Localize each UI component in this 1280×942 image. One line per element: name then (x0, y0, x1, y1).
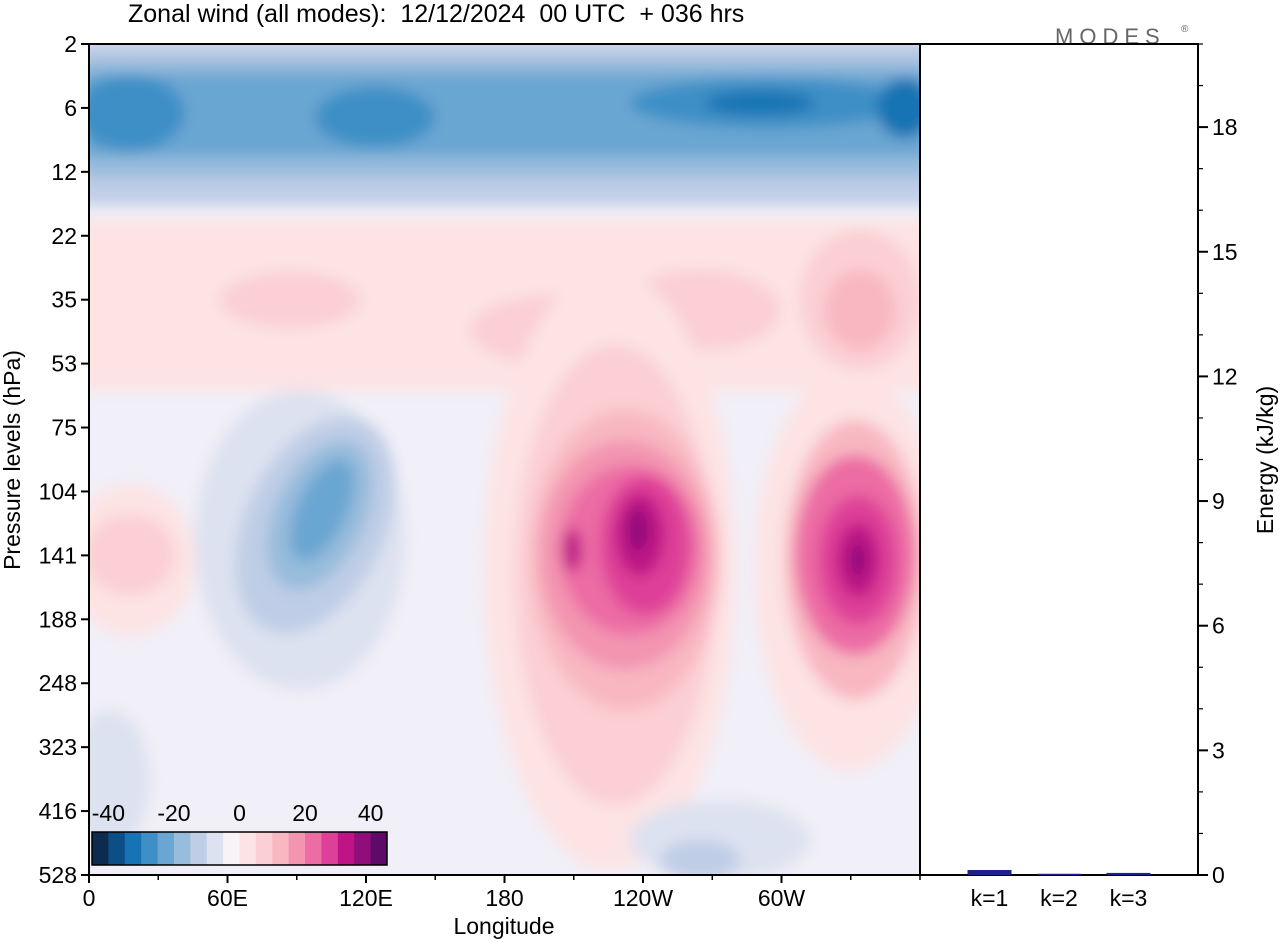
y-tick-label: 2 (64, 31, 77, 57)
energy-category-label: k=3 (1110, 885, 1148, 911)
colorbar-swatch (272, 832, 290, 865)
energy-axis-label: Energy (kJ/kg) (1252, 386, 1278, 534)
easterly-surface-150w (660, 840, 740, 875)
colorbar: -40 -20 0 20 40 (91, 800, 388, 866)
x-tick-label: 60E (207, 885, 248, 911)
pressure-axis: 2 6 12 22 35 53 75 104 141 188 248 323 416 528 (39, 31, 89, 888)
energy-category-label: k=2 (1040, 885, 1078, 911)
energy-bar (967, 870, 1012, 875)
colorbar-swatch (206, 832, 224, 865)
colorbar-swatch (305, 832, 322, 865)
y-tick-label: 141 (39, 542, 77, 568)
brand-registered-mark: ® (1181, 24, 1189, 35)
x-tick-label: 120E (339, 885, 393, 911)
colorbar-tick-label: 20 (292, 800, 318, 826)
x-tick-label: 0 (83, 885, 96, 911)
y-tick-label: 22 (51, 223, 77, 249)
colorbar-tick-label: 40 (358, 800, 384, 826)
x-tick-label: 180 (485, 885, 523, 911)
westerly-patch-e (825, 270, 895, 350)
colorbar-swatch (92, 832, 109, 865)
easterly-100e-core (289, 459, 355, 561)
energy-axis: k=1 k=2 k=3 0 3 6 9 12 15 18 (971, 43, 1238, 911)
colorbar-swatch (354, 832, 372, 865)
y-tick-label: 6 (64, 95, 77, 121)
y-tick-label: 12 (51, 159, 77, 185)
energy-tick-label: 6 (1212, 613, 1225, 639)
energy-category-label: k=1 (971, 885, 1009, 911)
jet-25w-core (850, 542, 866, 578)
y-tick-label: 528 (39, 862, 77, 888)
colorbar-swatch (190, 832, 208, 865)
colorbar-swatch (141, 832, 159, 865)
jet-130w-side-core (562, 528, 582, 572)
energy-tick-label: 18 (1212, 114, 1238, 140)
energy-tick-label: 15 (1212, 239, 1238, 265)
longitude-axis: 0 60E 120E 180 120W 60W (83, 875, 921, 911)
energy-tick-label: 9 (1212, 488, 1225, 514)
colorbar-frame (91, 831, 388, 866)
colorbar-swatch (321, 832, 339, 865)
y-tick-label: 104 (39, 478, 78, 504)
chart-title: Zonal wind (all modes): 12/12/2024 00 UT… (128, 0, 744, 28)
y-axis-label: Pressure levels (hPa) (0, 350, 25, 570)
energy-bar (1106, 872, 1151, 875)
y-tick-label: 75 (51, 415, 77, 441)
x-tick-label: 60W (758, 885, 806, 911)
westerly-15e-inner (89, 515, 175, 595)
energy-tick-label: 3 (1212, 737, 1225, 763)
zonal-wind-heatmap (88, 43, 921, 876)
colorbar-swatch (337, 832, 355, 865)
energy-tick-label: 12 (1212, 363, 1238, 389)
easterly-core-130w (705, 91, 815, 115)
colorbar-tick-label: -40 (92, 800, 125, 826)
energy-bar-panel: k=1 k=2 k=3 0 3 6 9 12 15 18 Energy (kJ/kg) (919, 43, 1278, 911)
colorbar-swatch (223, 832, 240, 865)
colorbar-swatch (173, 832, 191, 865)
jet-130w-core (628, 508, 648, 552)
y-tick-label: 53 (51, 351, 77, 377)
colorbar-swatch (239, 832, 257, 865)
y-tick-label: 248 (39, 670, 77, 696)
colorbar-tick-label: 0 (233, 800, 246, 826)
easterly-core-max (877, 78, 920, 138)
y-tick-label: 323 (39, 734, 77, 760)
y-tick-label: 416 (39, 798, 77, 824)
x-tick-label: 120W (613, 885, 673, 911)
x-axis-label: Longitude (453, 913, 554, 939)
colorbar-swatch (124, 832, 142, 865)
y-tick-label: 188 (39, 606, 77, 632)
y-tick-label: 35 (51, 287, 77, 313)
energy-tick-label: 0 (1212, 862, 1225, 888)
wind-contour-field (89, 44, 920, 875)
colorbar-swatch (255, 832, 273, 865)
energy-frame (919, 43, 1199, 876)
westerly-patch-a (220, 272, 360, 328)
easterly-core-120e (315, 87, 435, 147)
colorbar-swatch (108, 832, 126, 865)
colorbar-tick-label: -20 (157, 800, 190, 826)
energy-bar (1037, 873, 1081, 875)
colorbar-swatch (370, 832, 388, 865)
energy-bars (967, 870, 1151, 875)
colorbar-swatch (288, 832, 306, 865)
colorbar-swatch (157, 832, 175, 865)
easterly-core-0e (89, 75, 185, 151)
easterly-surface-0e (89, 710, 150, 850)
